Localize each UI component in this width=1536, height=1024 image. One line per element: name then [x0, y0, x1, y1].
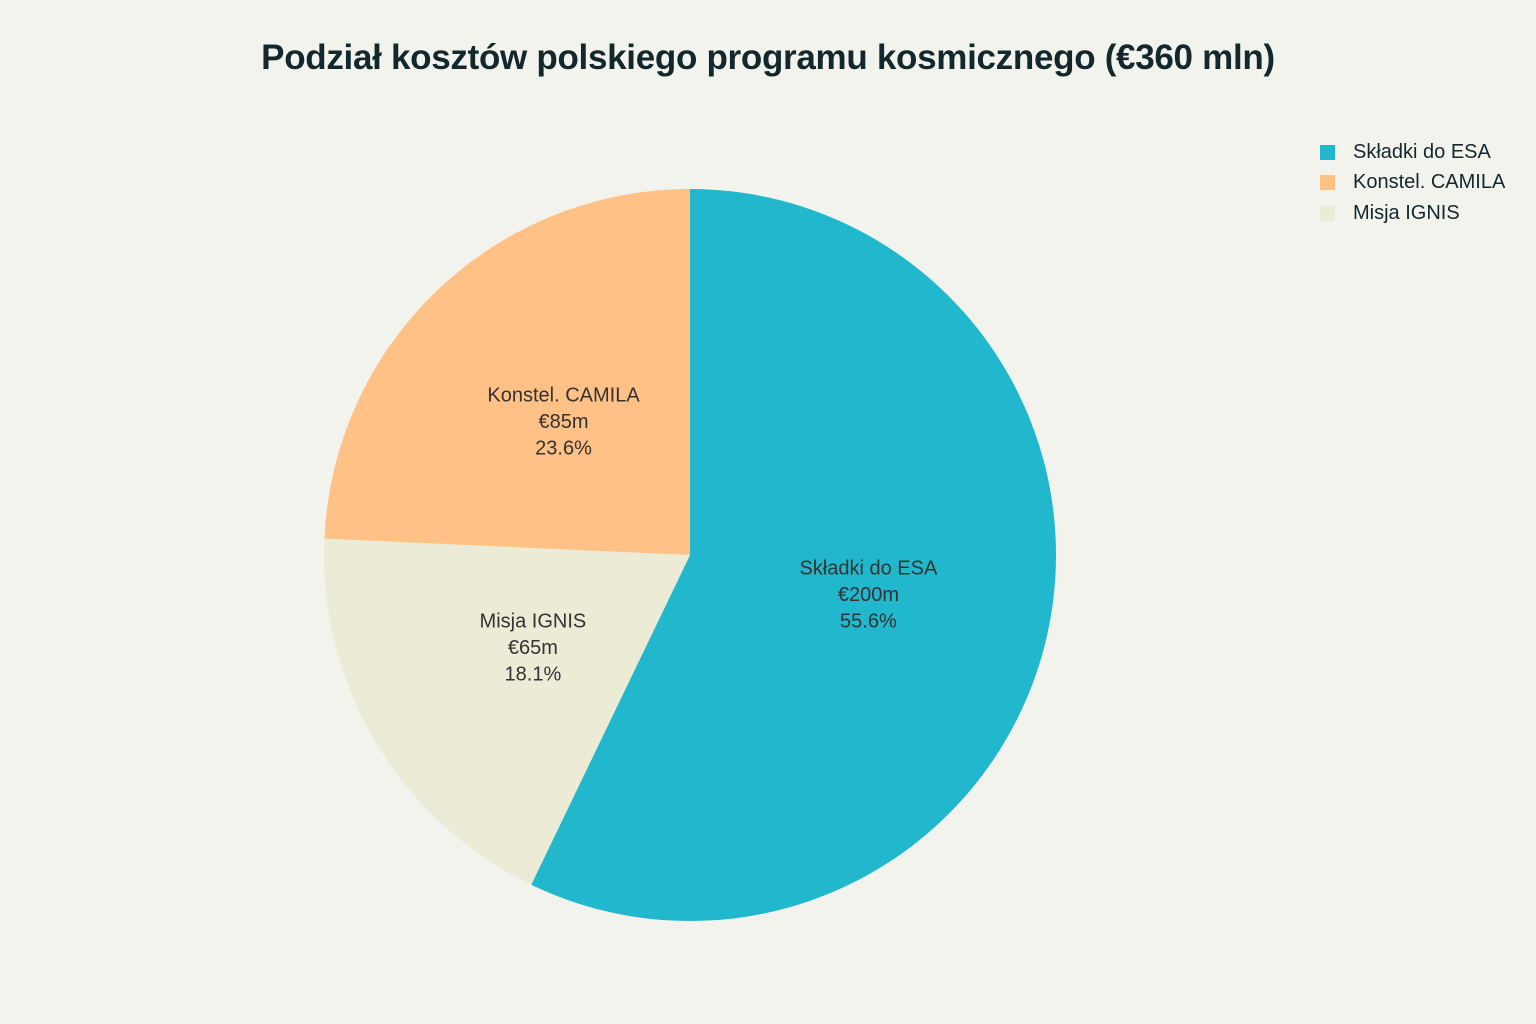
pie-labels: Składki do ESA €200m 55.6% Misja IGNIS €65m 1… — [480, 385, 938, 686]
legend-label: Składki do ESA — [1353, 140, 1491, 163]
slice-label-name-1: Misja IGNIS — [480, 611, 587, 633]
legend-item-konstel-camila[interactable]: Konstel. CAMILA — [1320, 168, 1505, 199]
chart-title: Podział kosztów polskiego programu kosmi… — [261, 38, 1275, 77]
legend-label: Misja IGNIS — [1353, 201, 1460, 224]
legend-label: Konstel. CAMILA — [1353, 171, 1506, 194]
pie-slice-1[interactable] — [324, 538, 690, 885]
slice-label-percent-2: 23.6% — [535, 438, 592, 460]
legend-swatch — [1320, 144, 1335, 160]
slice-label-name-2: Konstel. CAMILA — [487, 385, 640, 407]
legend-item-misja-ignis[interactable]: Misja IGNIS — [1320, 198, 1505, 229]
pie-slice-0[interactable] — [531, 189, 1056, 921]
pie-slices — [324, 189, 1056, 921]
chart-legend: Składki do ESA Konstel. CAMILA Misja IGN… — [1320, 137, 1505, 229]
slice-label-percent-0: 55.6% — [840, 611, 897, 633]
legend-item-skladki-esa[interactable]: Składki do ESA — [1320, 137, 1505, 168]
slice-label-name-0: Składki do ESA — [799, 558, 938, 580]
slice-label-value-1: €65m — [508, 637, 558, 659]
slice-label-value-0: €200m — [838, 584, 899, 606]
pie-slice-2[interactable] — [324, 189, 690, 555]
legend-swatch — [1320, 175, 1335, 191]
slice-label-percent-1: 18.1% — [505, 664, 562, 686]
legend-swatch — [1320, 205, 1335, 221]
slice-label-value-2: €85m — [539, 411, 589, 433]
